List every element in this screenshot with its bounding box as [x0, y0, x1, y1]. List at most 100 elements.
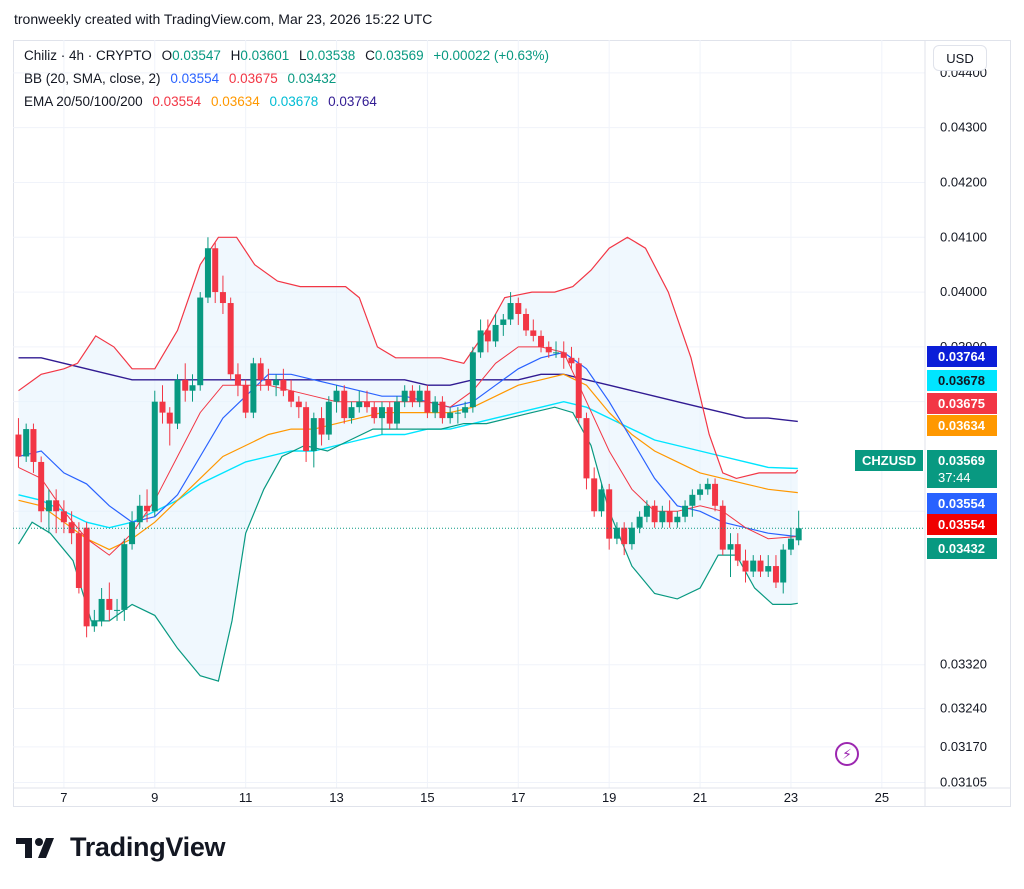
candle [45, 489, 52, 534]
ema20-value: 0.03554 [152, 94, 202, 109]
candle [371, 401, 378, 424]
legend-ohlc: Chiliz · 4h · CRYPTO O0.03547 H0.03601 L… [24, 48, 555, 63]
candle [182, 363, 189, 402]
candle [23, 423, 30, 462]
price-tag: 0.03432 [927, 538, 997, 559]
price-tag-label: 0.03554 [938, 517, 986, 532]
candle [166, 407, 173, 446]
candle [772, 555, 779, 588]
candle [378, 401, 385, 435]
candle [212, 242, 219, 304]
candle [439, 396, 446, 424]
flash-icon[interactable]: ⚡ [835, 742, 859, 766]
candle [325, 396, 332, 441]
candle [333, 385, 340, 413]
price-tag: 0.03554 [927, 493, 997, 514]
price-tags: 0.03764 0.03678 0.03675 0.03634 0.03569 37:44… [855, 346, 997, 559]
candle [242, 379, 249, 419]
candle [621, 522, 628, 556]
price-tag: 0.03554 [927, 514, 997, 535]
line-bb-upper [18, 236, 799, 480]
candle [598, 483, 605, 517]
candle [30, 423, 37, 473]
tradingview-logo: TradingView [16, 832, 226, 863]
ema50-value: 0.03634 [210, 94, 260, 109]
candle [795, 510, 802, 546]
price-tag-countdown: 37:44 [938, 470, 971, 485]
symbol-tag-bg [855, 450, 923, 471]
candle [484, 319, 491, 353]
x-tick-label: 15 [420, 790, 434, 805]
brand-name: TradingView [70, 832, 226, 862]
tradingview-logo-icon [16, 837, 54, 858]
legend-bollinger[interactable]: BB (20, SMA, close, 2) 0.03554 0.03675 0… [24, 71, 342, 86]
line-bb-basis [18, 351, 798, 538]
price-tag-label: 0.03432 [938, 541, 985, 556]
candle [636, 511, 643, 534]
candle [363, 390, 370, 413]
candle [219, 275, 226, 314]
legend-ema[interactable]: EMA 20/50/100/200 0.03554 0.03634 0.0367… [24, 94, 383, 109]
candle [250, 357, 257, 419]
candle [341, 385, 348, 424]
y-tick-label: 0.04200 [940, 174, 987, 189]
candle [234, 363, 241, 397]
candle [765, 555, 772, 578]
candle [197, 292, 204, 391]
open-label: O [161, 48, 173, 63]
y-tick-label: 0.04000 [940, 284, 987, 299]
candle [189, 374, 196, 402]
price-chart[interactable]: 0.044000.043000.042000.041000.040000.039… [13, 40, 1011, 807]
legend-high: H0.03601 [231, 48, 290, 63]
price-tag-label: 0.03675 [938, 396, 985, 411]
candle [60, 500, 67, 534]
price-tag-label: 0.03764 [938, 349, 986, 364]
candle [757, 555, 764, 578]
candle [129, 511, 136, 550]
candle [416, 385, 423, 408]
candle [393, 396, 400, 430]
bb-label: BB (20, SMA, close, 2) [24, 71, 161, 86]
candle [106, 582, 113, 621]
candle [727, 533, 734, 578]
candle [401, 385, 408, 408]
ema200-value: 0.03764 [328, 94, 377, 109]
candle [674, 511, 681, 528]
open-value: 0.03547 [172, 48, 221, 63]
candle [454, 407, 461, 424]
candle [500, 313, 507, 336]
y-tick-label: 0.04100 [940, 229, 987, 244]
legend-symbol: Chiliz · 4h · CRYPTO [24, 48, 152, 63]
y-tick-label: 0.03105 [940, 775, 987, 790]
time-axis: 7 9 11 13 15 17 19 21 23 25 [13, 40, 1011, 807]
candle [303, 401, 310, 462]
y-tick-label: 0.03320 [940, 657, 987, 672]
x-tick-label: 21 [693, 790, 707, 805]
candle [432, 396, 439, 419]
candle [492, 313, 499, 347]
candle [523, 308, 530, 336]
line-bb-lower [17, 406, 798, 682]
candle [151, 390, 158, 517]
candle [38, 456, 45, 523]
candle [288, 379, 295, 408]
currency-button[interactable]: USD [933, 45, 987, 71]
legend-close: C0.03569 [365, 48, 424, 63]
chart-frame [13, 40, 1011, 807]
candle [704, 478, 711, 495]
candle [545, 341, 552, 358]
candle [68, 511, 75, 545]
candle [583, 412, 590, 490]
candles-layer [13, 237, 925, 638]
candle [613, 522, 620, 545]
candle [659, 505, 666, 528]
low-label: L [298, 48, 307, 63]
candle [356, 390, 363, 413]
candle [144, 489, 151, 523]
candle [750, 555, 757, 578]
candle [257, 357, 264, 391]
x-tick-label: 13 [329, 790, 343, 805]
candle [697, 483, 704, 501]
candle [424, 385, 431, 419]
candle [265, 368, 272, 391]
